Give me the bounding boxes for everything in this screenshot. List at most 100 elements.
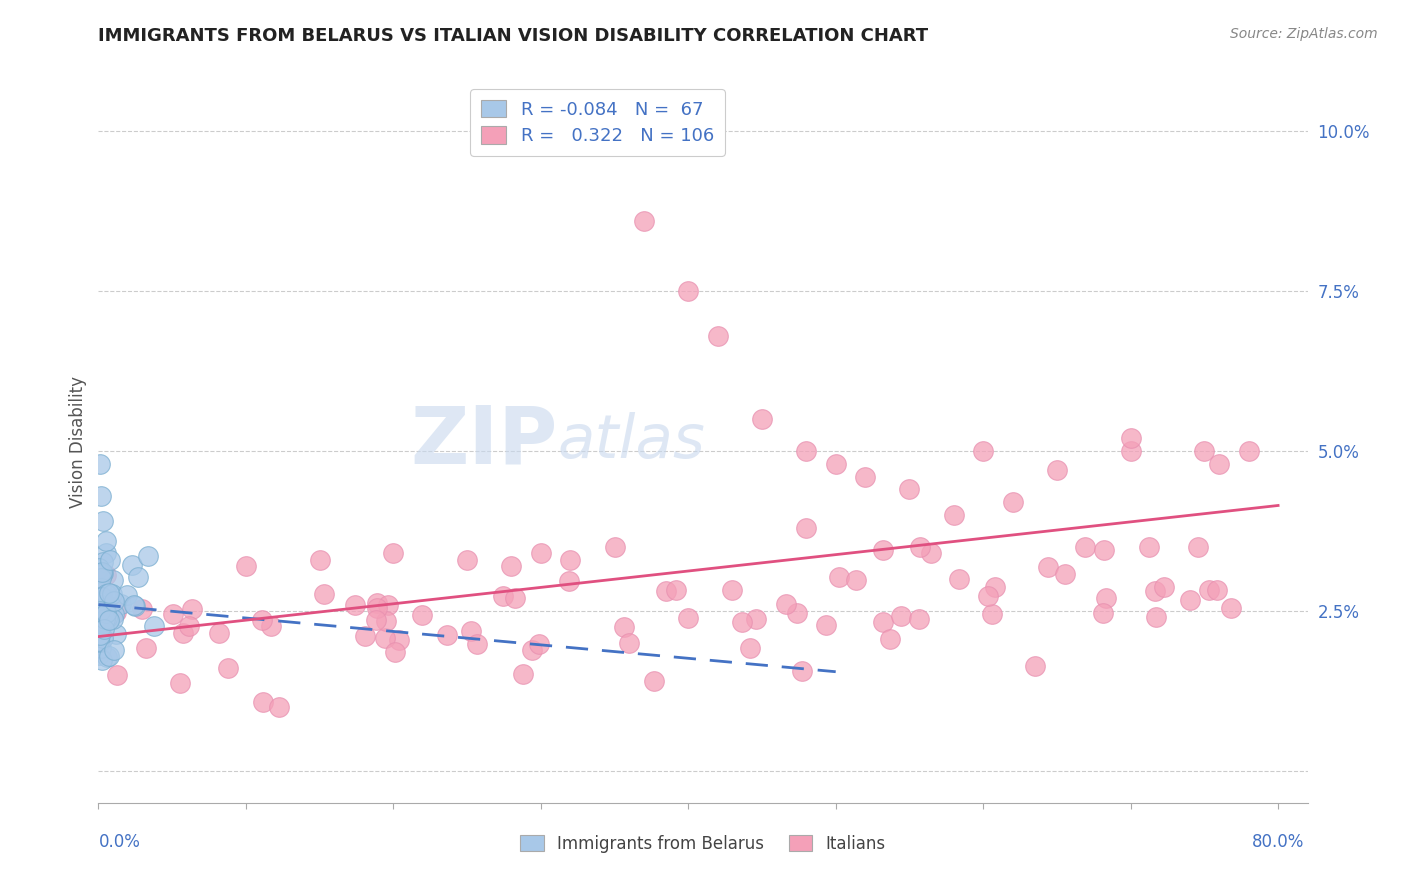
Point [90,571,112,585]
Point [91,609,114,624]
Point [1194,444,1216,458]
Point [312,586,335,600]
Point [91,631,114,645]
Point [1208,457,1230,471]
Point [98,649,121,664]
Point [530,546,553,560]
Point [93,614,115,628]
Point [98,553,121,567]
Point [91,609,114,624]
Point [162,607,184,621]
Point [89,566,111,580]
Point [1119,431,1142,445]
Point [124,599,146,613]
Point [872,615,894,629]
Point [252,695,274,709]
Point [91,598,114,612]
Point [972,444,994,458]
Point [828,570,851,584]
Point [775,597,797,611]
Point [794,444,817,458]
Point [942,508,965,522]
Point [96,611,118,625]
Point [745,612,768,626]
Point [121,558,143,573]
Point [91,617,114,632]
Point [920,546,942,560]
Point [1220,601,1243,615]
Point [89,601,111,615]
Point [794,521,817,535]
Point [436,628,458,642]
Text: 80.0%: 80.0% [1251,833,1305,851]
Point [1119,444,1142,458]
Point [94,601,117,615]
Point [91,515,114,529]
Point [94,607,117,622]
Point [678,285,700,299]
Point [94,547,117,561]
Point [879,632,901,647]
Point [90,581,112,595]
Point [898,483,921,497]
Text: atlas: atlas [558,412,706,471]
Point [503,591,526,605]
Point [366,600,388,615]
Point [90,619,112,633]
Point [751,412,773,426]
Point [93,593,115,607]
Point [603,540,626,554]
Point [613,620,636,634]
Point [721,582,744,597]
Point [384,645,406,659]
Point [90,489,112,503]
Point [633,214,655,228]
Text: IMMIGRANTS FROM BELARUS VS ITALIAN VISION DISABILITY CORRELATION CHART: IMMIGRANTS FROM BELARUS VS ITALIAN VISIO… [98,27,928,45]
Point [560,553,582,567]
Point [90,640,112,655]
Point [529,637,551,651]
Point [87,648,110,662]
Point [655,583,678,598]
Point [89,607,111,621]
Point [981,607,1004,621]
Point [374,631,396,645]
Point [890,608,912,623]
Point [948,572,970,586]
Point [977,589,1000,603]
Point [824,457,846,471]
Point [1180,592,1202,607]
Point [1143,583,1166,598]
Point [983,580,1005,594]
Point [908,612,931,626]
Point [1198,583,1220,598]
Point [308,553,330,567]
Point [1046,463,1069,477]
Point [382,546,405,560]
Point [814,618,837,632]
Point [353,629,375,643]
Point [89,634,111,648]
Point [91,653,114,667]
Point [364,613,387,627]
Point [103,643,125,657]
Point [94,533,117,548]
Point [177,619,200,633]
Point [1206,583,1229,598]
Point [1139,540,1161,554]
Point [1187,540,1209,554]
Point [103,594,125,608]
Point [104,606,127,620]
Point [665,582,688,597]
Point [117,589,139,603]
Point [235,559,257,574]
Point [127,570,149,584]
Point [512,667,534,681]
Point [172,625,194,640]
Point [97,613,120,627]
Point [366,596,388,610]
Text: Source: ZipAtlas.com: Source: ZipAtlas.com [1230,27,1378,41]
Point [388,633,411,648]
Point [93,622,115,636]
Point [94,568,117,582]
